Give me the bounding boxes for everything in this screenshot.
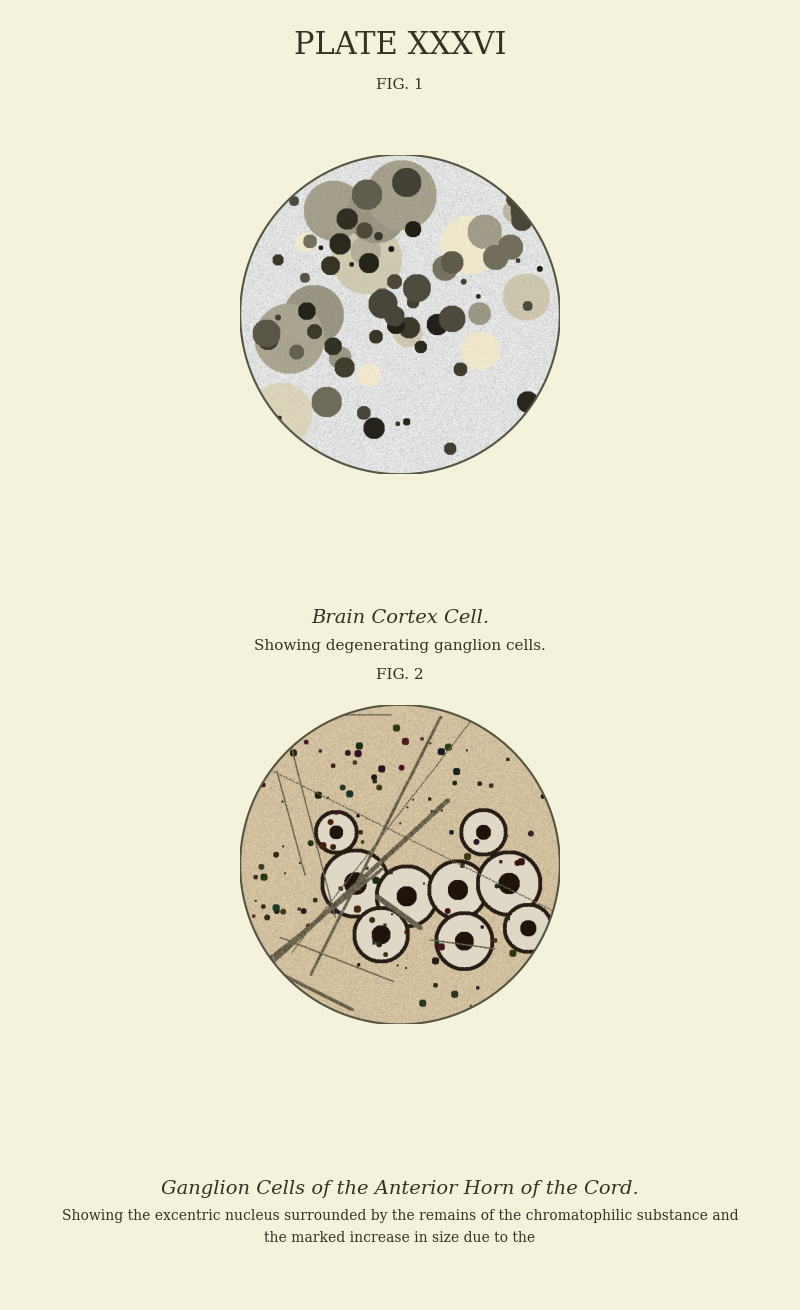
Text: Showing the excentric nucleus surrounded by the remains of the chromatophilic su: Showing the excentric nucleus surrounded… (62, 1209, 738, 1222)
Text: Brain Cortex Cell.: Brain Cortex Cell. (311, 609, 489, 627)
Text: Showing degenerating ganglion cells.: Showing degenerating ganglion cells. (254, 639, 546, 652)
Text: PLATE XXXVI: PLATE XXXVI (294, 30, 506, 62)
Text: FIG. 1: FIG. 1 (376, 79, 424, 92)
Text: Ganglion Cells of the Anterior Horn of the Cord.: Ganglion Cells of the Anterior Horn of t… (161, 1180, 639, 1199)
Text: FIG. 2: FIG. 2 (376, 668, 424, 681)
Text: the marked increase in size due to the: the marked increase in size due to the (265, 1231, 535, 1244)
